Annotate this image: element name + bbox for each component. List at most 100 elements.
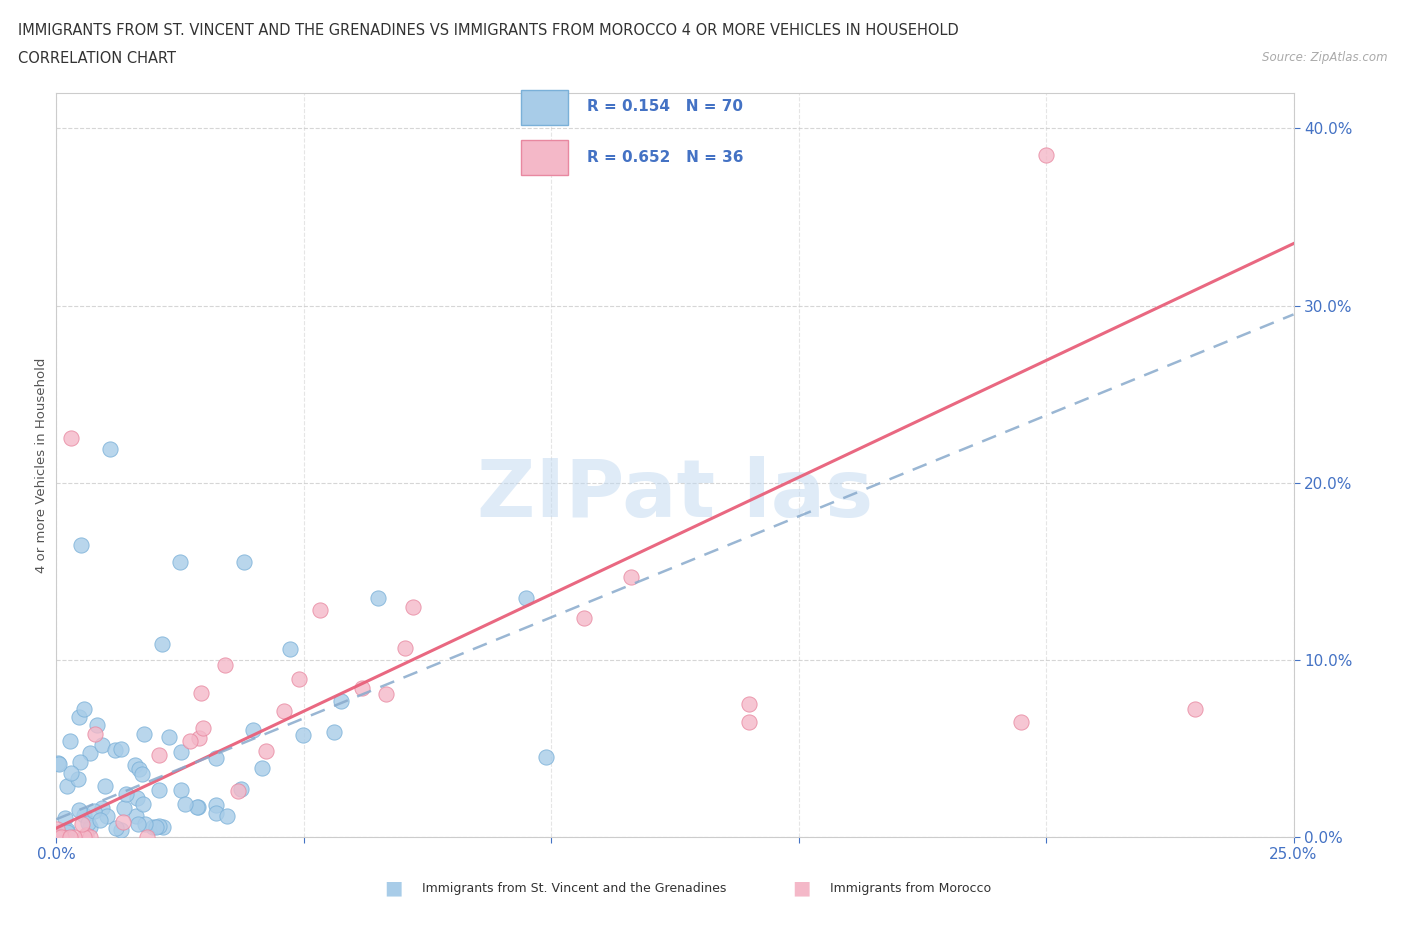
Point	[72, 817, 94, 831]
Text: R = 0.652   N = 36: R = 0.652 N = 36	[586, 150, 744, 165]
Point	[273, 703, 295, 718]
Text: Immigrants from Morocco: Immigrants from Morocco	[830, 882, 991, 895]
Point	[59, 830, 82, 844]
Point	[131, 767, 153, 782]
Point	[229, 782, 252, 797]
Point	[170, 744, 193, 759]
Point	[145, 819, 167, 834]
Point	[150, 637, 173, 652]
Point	[738, 697, 761, 711]
Point	[53, 810, 76, 825]
Point	[1010, 714, 1032, 729]
Point	[56, 825, 79, 840]
Point	[110, 742, 132, 757]
Point	[114, 787, 136, 802]
Point	[55, 822, 77, 837]
Point	[190, 686, 212, 701]
Point	[128, 762, 150, 777]
Point	[191, 721, 214, 736]
Point	[401, 599, 423, 614]
Point	[94, 778, 117, 793]
Point	[83, 726, 105, 741]
Point	[111, 815, 134, 830]
Point	[112, 800, 135, 815]
Point	[70, 538, 93, 552]
Point	[127, 790, 149, 805]
Point	[226, 783, 249, 798]
Text: R = 0.154   N = 70: R = 0.154 N = 70	[586, 100, 742, 114]
Point	[534, 750, 557, 764]
Point	[73, 830, 96, 844]
Point	[152, 819, 174, 834]
Point	[46, 821, 69, 836]
Point	[394, 641, 416, 656]
Point	[110, 823, 132, 838]
Point	[308, 603, 330, 618]
Point	[46, 755, 69, 770]
Point	[187, 800, 209, 815]
Point	[127, 817, 149, 831]
Point	[217, 809, 239, 824]
Text: Source: ZipAtlas.com: Source: ZipAtlas.com	[1263, 51, 1388, 64]
Point	[233, 555, 256, 570]
Point	[170, 782, 193, 797]
Point	[173, 797, 195, 812]
Point	[63, 830, 86, 844]
Point	[46, 824, 69, 839]
Point	[330, 694, 353, 709]
Point	[250, 761, 273, 776]
Point	[350, 681, 373, 696]
Point	[288, 671, 311, 686]
Point	[67, 710, 90, 724]
Point	[142, 819, 165, 834]
Point	[86, 717, 108, 732]
Point	[205, 751, 228, 765]
Point	[67, 803, 90, 817]
FancyBboxPatch shape	[520, 90, 568, 125]
Point	[323, 724, 346, 739]
Point	[148, 748, 170, 763]
Point	[66, 771, 89, 786]
Point	[52, 830, 75, 844]
Point	[89, 812, 111, 827]
Point	[48, 756, 70, 771]
FancyBboxPatch shape	[520, 140, 568, 175]
Point	[124, 758, 146, 773]
Point	[60, 431, 83, 445]
Point	[148, 818, 170, 833]
Point	[69, 754, 91, 769]
Point	[105, 821, 128, 836]
Point	[620, 569, 643, 584]
Point	[574, 611, 596, 626]
Point	[1035, 148, 1057, 163]
Point	[91, 737, 114, 752]
Point	[96, 808, 118, 823]
Point	[367, 591, 389, 605]
Point	[205, 805, 228, 820]
Point	[56, 778, 79, 793]
Text: Immigrants from St. Vincent and the Grenadines: Immigrants from St. Vincent and the Gren…	[422, 882, 725, 895]
Point	[148, 783, 170, 798]
Point	[738, 714, 761, 729]
Point	[46, 830, 69, 844]
Point	[79, 830, 101, 844]
Point	[187, 731, 209, 746]
Point	[515, 591, 537, 605]
Point	[186, 800, 208, 815]
Point	[179, 734, 201, 749]
Point	[79, 819, 101, 834]
Point	[104, 742, 127, 757]
Point	[375, 686, 398, 701]
Point	[204, 798, 226, 813]
Point	[254, 744, 277, 759]
Point	[132, 796, 155, 811]
Point	[73, 807, 96, 822]
Point	[98, 442, 121, 457]
Point	[132, 726, 155, 741]
Point	[242, 723, 264, 737]
Point	[291, 727, 314, 742]
Point	[134, 816, 156, 830]
Point	[79, 745, 101, 760]
Text: ■: ■	[792, 879, 811, 897]
Text: ■: ■	[384, 879, 404, 897]
